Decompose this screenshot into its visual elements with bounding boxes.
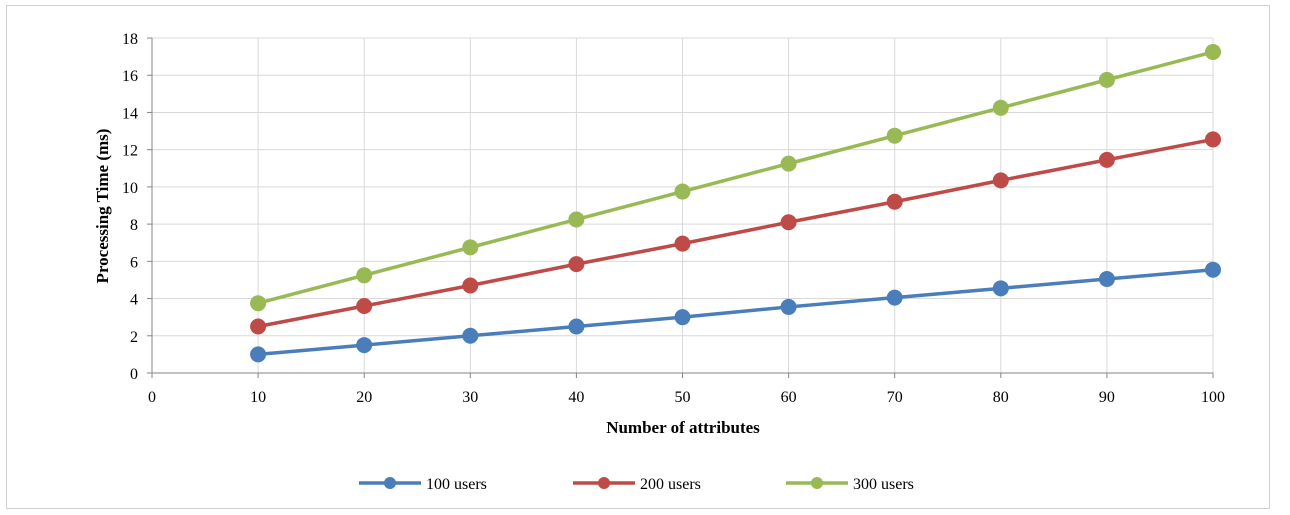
legend-swatch-marker [384,477,396,489]
x-tick-label: 80 [993,389,1009,406]
data-point [462,239,479,256]
data-point [356,337,373,354]
data-point [250,346,267,363]
data-point [780,155,797,172]
x-axis-title: Number of attributes [606,418,760,437]
data-point [568,256,585,273]
data-point [1098,71,1115,88]
data-point [568,318,585,335]
x-tick-label: 60 [781,389,797,406]
y-tick-labels: 0 2 4 6 8 10 12 14 16 18 [122,31,138,383]
x-tick-label: 30 [462,389,478,406]
y-tick-label: 16 [122,68,138,85]
y-tick-label: 14 [122,105,138,122]
x-tick-label: 40 [568,389,584,406]
data-point [568,211,585,228]
data-point [250,295,267,312]
y-tick-label: 10 [122,180,138,197]
data-point [886,289,903,306]
series-line [257,50,1214,305]
data-point [1098,151,1115,168]
data-point [992,280,1009,297]
data-point [674,183,691,200]
y-tick-label: 4 [130,292,138,309]
y-tick-label: 6 [130,254,138,271]
data-point [462,277,479,294]
data-point [1205,261,1221,278]
legend-item: 100 users [359,476,487,493]
legend-label: 100 users [426,476,487,493]
series-line [257,137,1214,329]
data-point [1098,271,1115,288]
data-point [886,127,903,144]
legend-item: 200 users [573,476,701,493]
x-tick-label: 70 [887,389,903,406]
series-3 [250,43,1221,312]
series-2 [250,131,1221,335]
data-point [674,309,691,326]
series-lines [250,43,1221,363]
y-tick-label: 12 [122,143,138,160]
y-axis-title: Processing Time (ms) [93,129,112,284]
data-point [992,99,1009,116]
x-tick-label: 10 [250,389,266,406]
data-point [780,214,797,231]
axes [147,37,1214,378]
legend-label: 200 users [640,476,701,493]
line-chart: 0 2 4 6 8 10 12 14 16 18 0 10 20 30 40 50 60 70 80 90 100 P… [93,31,1225,493]
y-tick-label: 8 [130,217,138,234]
y-tick-label: 18 [122,31,138,48]
x-tick-label: 0 [148,389,156,406]
data-point [462,327,479,344]
data-point [1205,43,1221,60]
data-point [356,298,373,314]
x-tick-labels: 0 10 20 30 40 50 60 70 80 90 100 [148,389,1225,406]
x-tick-label: 20 [356,389,372,406]
data-point [780,298,797,315]
series-1 [250,261,1221,363]
y-tick-label: 0 [130,366,138,383]
x-tick-label: 100 [1201,389,1225,406]
data-point [674,235,691,252]
legend-swatch-marker [811,477,823,489]
legend: 100 users 200 users 300 users [359,476,914,493]
x-tick-label: 90 [1099,389,1115,406]
chart-frame: 0 2 4 6 8 10 12 14 16 18 0 10 20 30 40 50 60 70 80 90 100 P… [6,5,1270,509]
data-point [250,318,267,335]
series-line [257,267,1214,357]
data-point [356,267,373,284]
legend-item: 300 users [786,476,914,493]
x-tick-label: 50 [675,389,691,406]
data-point [1205,131,1221,148]
data-point [886,193,903,210]
legend-label: 300 users [853,476,914,493]
y-tick-label: 2 [130,329,138,346]
legend-swatch-marker [598,477,610,489]
data-point [992,172,1009,189]
